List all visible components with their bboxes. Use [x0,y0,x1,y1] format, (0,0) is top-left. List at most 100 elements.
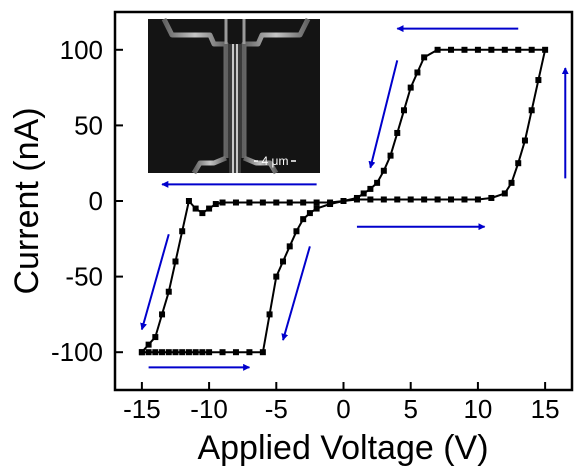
data-point-marker [145,341,152,348]
y-tick-label: 50 [74,110,103,140]
data-point-marker [313,205,320,212]
data-point-marker [273,273,280,280]
data-point-marker [273,199,280,206]
data-point-marker [293,228,300,235]
scale-bar-label: 4 μm [262,154,289,168]
data-point-marker [542,46,549,53]
data-point-marker [434,196,441,203]
data-point-marker [515,160,522,167]
y-tick-label: 100 [60,35,103,65]
data-point-marker [199,349,206,356]
x-tick-label: 15 [531,394,560,424]
data-point-marker [394,196,401,203]
data-point-marker [179,228,186,235]
data-point-marker [165,288,172,295]
data-point-marker [434,46,441,53]
data-point-marker [246,199,253,206]
data-point-marker [300,199,307,206]
data-point-marker [340,198,347,204]
x-tick-label: -5 [265,394,288,424]
data-point-marker [179,349,186,356]
data-point-marker [286,243,293,250]
sweep-direction-arrow [368,60,399,169]
y-tick-label: -50 [65,262,103,292]
data-point-marker [367,196,374,203]
data-point-marker [407,84,414,91]
data-point-marker [259,199,266,206]
data-point-marker [360,190,367,197]
data-point-marker [327,199,334,206]
data-point-marker [259,349,266,356]
sweep-direction-arrow [140,233,170,331]
data-point-marker [448,46,455,53]
data-point-marker [152,349,159,356]
x-tick-label: 10 [463,394,492,424]
data-point-marker [488,194,495,201]
data-point-marker [528,46,535,53]
data-point-marker [528,107,535,114]
x-tick-label: -15 [123,394,161,424]
axis-ticks [115,48,547,390]
data-point-marker [145,349,152,356]
data-point-marker [488,46,495,53]
sem-inset-image: 4 μm [148,17,320,175]
data-point-marker [501,46,508,53]
data-point-marker [421,196,428,203]
data-point-marker [246,349,253,356]
data-point-marker [212,201,219,208]
x-tick-label: 5 [403,394,417,424]
y-axis-title: Current (nA) [8,107,46,294]
data-point-marker [374,179,381,186]
data-point-marker [232,349,239,356]
sweep-direction-arrow [281,246,311,341]
data-point-marker [286,199,293,206]
data-point-marker [206,205,213,212]
data-point-marker [192,205,199,212]
data-point-marker [300,216,307,223]
data-point-marker [367,185,374,192]
data-point-marker [474,46,481,53]
data-point-marker [152,334,159,341]
data-point-marker [521,137,528,144]
data-point-marker [387,152,394,159]
data-point-marker [185,198,192,204]
data-point-marker [380,167,387,174]
data-point-marker [192,349,199,356]
y-tick-label: -100 [51,337,103,367]
data-point-marker [353,196,360,203]
data-point-marker [535,77,542,84]
data-point-marker [515,46,522,53]
data-point-marker [400,107,407,114]
data-point-marker [199,210,206,217]
data-point-marker [219,349,226,356]
data-point-marker [508,179,515,186]
data-point-marker [407,196,414,203]
data-point-marker [138,349,145,356]
data-point-marker [232,199,239,206]
data-point-marker [394,129,401,136]
data-point-marker [414,69,421,76]
data-point-marker [421,54,428,61]
data-point-marker [165,349,172,356]
data-point-marker [448,196,455,203]
data-point-marker [206,349,213,356]
data-point-marker [159,349,166,356]
data-point-marker [306,210,313,217]
x-tick-label: 0 [336,394,350,424]
data-point-marker [313,199,320,206]
y-tick-label: 0 [89,186,103,216]
data-point-marker [172,349,179,356]
data-point-marker [461,46,468,53]
data-point-marker [172,258,179,265]
data-point-marker [185,349,192,356]
series-layer [138,46,549,356]
data-point-marker [474,196,481,203]
data-point-marker [461,196,468,203]
x-tick-label: -10 [190,394,228,424]
data-point-marker [280,258,287,265]
data-point-marker [501,190,508,197]
data-point-marker [159,311,166,318]
x-axis-title: Applied Voltage (V) [197,429,488,467]
